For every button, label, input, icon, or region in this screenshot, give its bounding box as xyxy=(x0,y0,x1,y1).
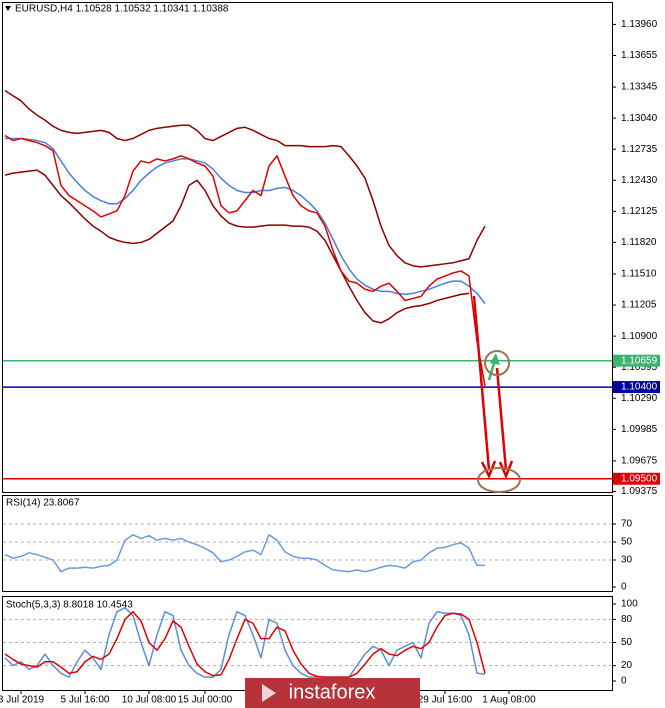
series-line xyxy=(4,534,485,573)
annotations xyxy=(472,295,521,493)
y-tick-label: 1.09985 xyxy=(621,424,658,435)
series-line xyxy=(4,134,486,387)
y-tick-label: 0 xyxy=(621,676,627,687)
level-label-box xyxy=(613,354,660,367)
rsi-panel xyxy=(2,495,613,592)
level-label-box xyxy=(613,381,660,394)
level-label: 1.10400 xyxy=(621,382,658,393)
arrow xyxy=(495,367,508,471)
y-tick-label: 30 xyxy=(621,555,633,566)
y-tick-label: 1.12735 xyxy=(621,144,658,155)
x-tick-label: 29 Jul 16:00 xyxy=(418,695,473,706)
y-tick-label: 1.13655 xyxy=(621,50,658,61)
price-panel xyxy=(2,2,613,493)
highlight-circle xyxy=(477,467,521,493)
series-line xyxy=(5,137,486,305)
y-tick-label: 1.10290 xyxy=(621,393,658,404)
y-tick-label: 1.13345 xyxy=(621,82,658,93)
y-tick-label: 1.11820 xyxy=(621,237,657,248)
arrow-head xyxy=(480,460,497,480)
y-tick-label: 1.11205 xyxy=(621,300,657,311)
series-line xyxy=(4,89,486,268)
y-tick-label: 1.10900 xyxy=(621,331,658,342)
y-tick-label: 1.13960 xyxy=(621,19,658,30)
level-label: 1.10659 xyxy=(621,355,658,366)
chart-title: EURUSD,H4 1.10528 1.10532 1.10341 1.1038… xyxy=(15,4,229,15)
arrow-head xyxy=(490,353,500,365)
y-tick-label: 1.11510 xyxy=(621,269,657,280)
y-tick-label: 50 xyxy=(621,537,633,548)
menu-icon[interactable] xyxy=(5,6,11,11)
x-tick-label: 3 Jul 2019 xyxy=(0,695,45,706)
y-tick-label: 1.13040 xyxy=(621,113,658,124)
watermark: instaforex xyxy=(245,678,420,708)
arrow xyxy=(472,295,491,471)
y-tick-label: 50 xyxy=(621,637,633,648)
plot-marks: 1.13960 1.13655 1.13345 1.13040 1.12735 1.124… xyxy=(0,19,660,706)
series-line xyxy=(4,610,486,678)
rsi-title: RSI(14) 23.8067 xyxy=(6,498,80,509)
watermark-logo xyxy=(262,684,276,702)
x-tick-label: 15 Jul 00:00 xyxy=(178,695,233,706)
highlight-circle xyxy=(484,350,510,376)
y-tick-label: 1.09675 xyxy=(621,456,658,467)
y-tick-label: 100 xyxy=(621,599,638,610)
y-tick-label: 80 xyxy=(621,614,633,625)
y-tick-label: 1.12430 xyxy=(621,175,658,186)
watermark-text: instaforex xyxy=(289,681,376,703)
y-tick-label: 20 xyxy=(621,660,633,671)
y-tick-label: 1.12125 xyxy=(621,206,658,217)
level-label: 1.09500 xyxy=(621,473,658,484)
x-tick-label: 1 Aug 08:00 xyxy=(482,695,536,706)
y-tick-label: 1.10595 xyxy=(621,362,658,373)
y-tick-label: 1.09375 xyxy=(621,486,658,497)
arrow-head xyxy=(498,460,514,480)
series-line xyxy=(4,607,486,678)
y-tick-label: 70 xyxy=(621,519,633,530)
x-tick-label: 10 Jul 08:00 xyxy=(122,695,177,706)
level-label-box xyxy=(613,472,660,485)
x-tick-label: 5 Jul 16:00 xyxy=(61,695,110,706)
stoch-title: Stoch(5,3,3) 8.8018 10.4543 xyxy=(6,600,133,611)
y-tick-label: 0 xyxy=(621,582,627,593)
series-line xyxy=(4,169,470,324)
